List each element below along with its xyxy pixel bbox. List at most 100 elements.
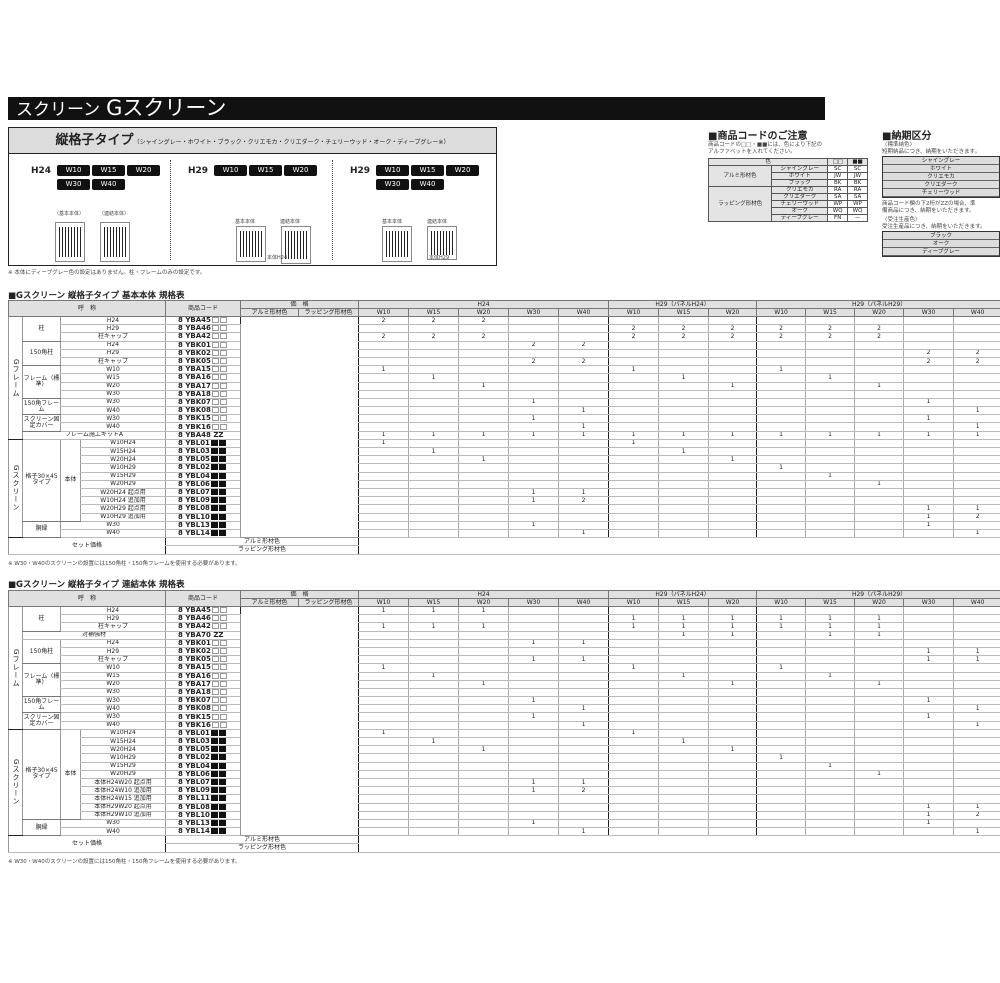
quantity-cell <box>358 414 409 424</box>
color-name: オーク <box>771 207 829 215</box>
category-label: 格子30×45タイプ <box>22 728 61 820</box>
quantity-cell: 1 <box>953 422 1000 432</box>
quantity-cell <box>756 762 806 771</box>
quantity-cell <box>558 472 609 481</box>
header-width: W20 <box>854 308 905 317</box>
header-price-alu: アルミ形材色 <box>240 308 300 317</box>
quantity-cell <box>903 753 954 763</box>
color-code-slot-white <box>219 672 227 679</box>
quantity-cell <box>558 728 609 739</box>
color-code-slot-white <box>211 415 219 422</box>
quantity-cell <box>358 472 409 481</box>
quantity-cell: 2 <box>508 341 559 350</box>
quantity-cell <box>658 712 709 722</box>
product-code-text: 8 YBL06 <box>178 480 210 488</box>
quantity-cell: 1 <box>708 622 757 632</box>
quantity-cell <box>558 745 609 755</box>
quantity-cell <box>608 521 659 530</box>
header-width: W10 <box>756 598 807 607</box>
product-code: 8 YBA42 <box>165 332 242 342</box>
table-row: W15H24 8 YBL03 1 1 <box>9 447 1000 457</box>
color-code-slot-black <box>210 738 218 745</box>
color-code-slot-white <box>211 713 219 720</box>
quantity-cell: 1 <box>903 398 954 408</box>
color-code-slot-white <box>211 705 219 712</box>
product-code-text: 8 YBL05 <box>178 455 210 464</box>
quantity-cell <box>756 704 806 714</box>
quantity-cell <box>408 770 459 779</box>
quantity-cell <box>358 513 409 522</box>
color-code-slot-white <box>211 358 219 365</box>
color-code: RA <box>827 186 849 194</box>
quantity-cell <box>508 513 559 522</box>
quantity-cell <box>608 529 659 539</box>
color-code-slot-black <box>218 762 226 769</box>
quantity-cell <box>558 762 609 771</box>
quantity-cell <box>805 770 855 779</box>
quantity-cell <box>805 488 855 498</box>
quantity-cell <box>558 819 609 829</box>
color-code-slot-white <box>211 615 219 622</box>
color-code-slot-white <box>219 639 227 646</box>
quantity-cell <box>608 819 659 829</box>
code-notice-text: アルファベットを入れてください。 <box>708 149 796 155</box>
header-price-alu: アルミ形材色 <box>240 598 300 607</box>
quantity-cell <box>708 504 757 514</box>
quantity-cell: 1 <box>708 745 757 755</box>
table2-note: ※ W30・W40のスクリーンの設置には150角柱・150角フレームを使用する必… <box>8 859 241 865</box>
product-code: 8 YBA46 <box>165 324 242 334</box>
quantity-cell <box>953 819 1000 829</box>
quantity-cell <box>608 786 659 796</box>
table-row: 柱キャップ 8 YBA42 2 2 2 2 2 2 2 2 2 <box>9 332 1000 342</box>
color-code: SC <box>847 165 868 173</box>
quantity-cell: 1 <box>508 786 559 796</box>
quantity-cell <box>854 794 904 804</box>
product-code: 8 YBL07 <box>165 778 242 788</box>
color-code-slot-black <box>218 738 226 745</box>
quantity-cell <box>658 655 709 665</box>
header-width: W15 <box>805 308 856 317</box>
quantity-cell: 1 <box>658 672 709 681</box>
quantity-cell: 1 <box>953 406 1000 416</box>
quantity-cell <box>903 827 954 837</box>
quantity-cell: 1 <box>558 488 609 498</box>
color-code-slot-black <box>210 505 218 512</box>
item-name: W30 <box>59 414 166 424</box>
quantity-cell <box>903 728 954 739</box>
quantity-cell: 1 <box>358 728 409 739</box>
product-code: 8 YBL14 <box>165 827 242 837</box>
quantity-cell <box>558 455 609 465</box>
table-row: W10H29 8 YBL02 1 <box>9 463 1000 473</box>
quantity-cell <box>608 688 659 698</box>
quantity-cell <box>558 332 609 342</box>
color-code-slot-white <box>211 648 219 655</box>
quantity-cell <box>508 811 559 820</box>
quantity-cell <box>756 513 806 522</box>
quantity-cell <box>458 647 509 657</box>
quantity-cell <box>608 803 659 812</box>
color-code-slot-black <box>210 513 218 520</box>
quantity-cell <box>756 504 806 514</box>
header-row: アルミ形材色 ラッピング形材色 W10 W15 W20 W30 W40 W10 W15 W20 W1… <box>9 598 1000 607</box>
quantity-cell <box>558 680 609 689</box>
quantity-cell: 1 <box>508 819 559 829</box>
product-code: 8 YBL04 <box>165 762 242 771</box>
color-code-slot-black <box>218 795 226 802</box>
screen-illustration <box>55 222 85 262</box>
quantity-cell <box>658 406 709 416</box>
quantity-cell <box>854 373 904 383</box>
table-row: フレーム（標準） W10 8 YBA15 1 1 1 <box>9 365 1000 399</box>
quantity-cell <box>708 357 757 367</box>
quantity-cell <box>756 406 806 416</box>
quantity-cell: 1 <box>805 622 855 632</box>
quantity-cell <box>358 504 409 514</box>
quantity-cell <box>805 463 855 473</box>
table-row: H29 8 YBA46 1 1 1 1 1 1 <box>9 614 1000 624</box>
color-code-slot-white <box>211 374 219 381</box>
product-code: 8 YBK05 <box>165 357 242 367</box>
quantity-cell: 1 <box>608 431 659 440</box>
quantity-cell <box>953 622 1000 632</box>
quantity-cell <box>805 513 855 522</box>
item-name: 柱キャップ <box>59 655 166 665</box>
quantity-cell <box>608 463 659 473</box>
